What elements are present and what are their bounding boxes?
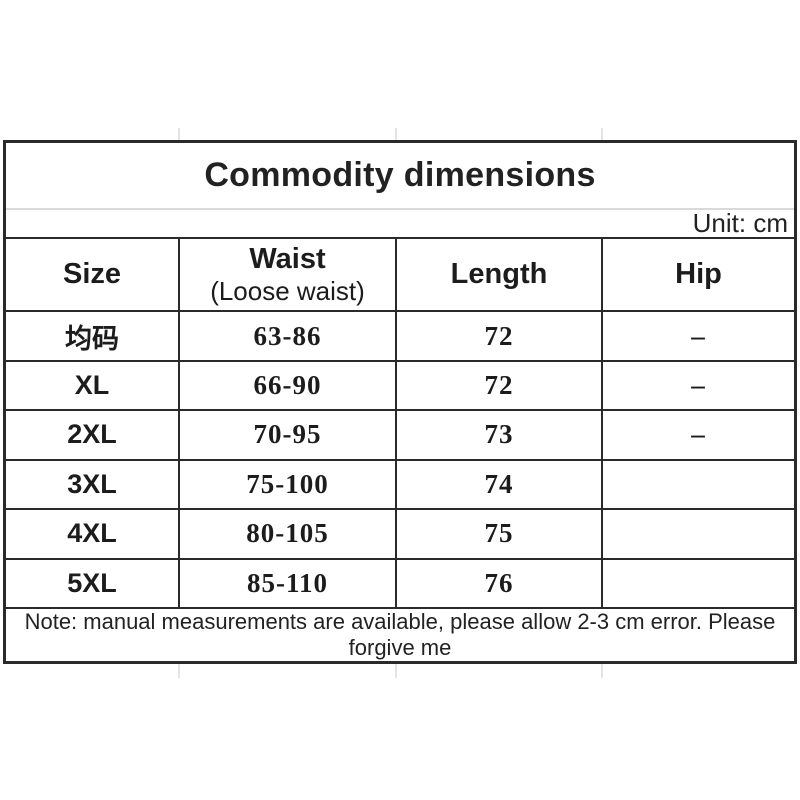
length-cell: 76 — [397, 559, 603, 607]
waist-cell: 75-100 — [180, 460, 397, 509]
table-row: XL 66-90 72 – — [6, 361, 794, 412]
size-cell: 5XL — [6, 559, 180, 607]
waist-cell: 70-95 — [180, 411, 397, 459]
header-size-label: Size — [62, 258, 122, 291]
header-cell-size: Size — [6, 239, 180, 311]
size-cell: XL — [6, 361, 180, 410]
gridline-stub — [178, 664, 180, 678]
size-cell: 4XL — [6, 510, 180, 558]
header-cell-hip: Hip — [603, 239, 794, 310]
header-cell-length: Length — [397, 239, 603, 311]
table-header-row: Size Waist (Loose waist) Length Hip — [6, 239, 794, 313]
waist-cell: 85-110 — [180, 559, 397, 607]
unit-label: Unit: cm — [692, 207, 788, 238]
table-row: 3XL 75-100 74 — [6, 460, 794, 511]
table-title-text: Commodity dimensions — [204, 156, 596, 195]
length-cell: 73 — [397, 411, 603, 459]
header-cell-waist: Waist (Loose waist) — [180, 239, 397, 311]
table-row: 5XL 85-110 76 — [6, 559, 794, 609]
table-row: 2XL 70-95 73 – — [6, 411, 794, 461]
hip-cell: – — [691, 320, 706, 351]
hip-cell — [603, 510, 794, 557]
hip-cell — [603, 560, 794, 607]
gridline-stub — [395, 664, 397, 678]
table-row: 4XL 80-105 75 — [6, 510, 794, 560]
hip-cell: – — [691, 419, 706, 450]
waist-cell: 80-105 — [180, 510, 397, 558]
size-chart-table: Commodity dimensions Unit: cm Size Waist… — [3, 140, 797, 664]
unit-row: Unit: cm — [6, 207, 794, 240]
note-text: Note: manual measurements are available,… — [24, 609, 776, 660]
table-title: Commodity dimensions — [6, 143, 794, 211]
gridline-stub — [601, 664, 603, 678]
length-cell: 75 — [397, 510, 603, 558]
length-cell: 74 — [397, 460, 603, 509]
table-row: 均码 63-86 72 – — [6, 312, 794, 362]
header-hip-label: Hip — [675, 258, 722, 291]
length-cell: 72 — [397, 361, 603, 410]
size-cell: 3XL — [6, 460, 180, 509]
length-cell: 72 — [397, 312, 603, 360]
header-waist-sublabel: (Loose waist) — [210, 275, 365, 306]
waist-cell: 66-90 — [180, 361, 397, 410]
gridline-stub — [178, 128, 180, 140]
hip-cell: – — [691, 370, 706, 401]
gridline-stub — [601, 128, 603, 140]
waist-cell: 63-86 — [180, 312, 397, 360]
hip-cell — [603, 461, 794, 508]
size-cell: 均码 — [6, 312, 180, 360]
gridline-stub — [395, 128, 397, 140]
header-waist-label: Waist — [249, 243, 326, 276]
header-length-label: Length — [450, 258, 548, 291]
size-cell: 2XL — [6, 411, 180, 459]
note-row: Note: manual measurements are available,… — [6, 609, 794, 661]
